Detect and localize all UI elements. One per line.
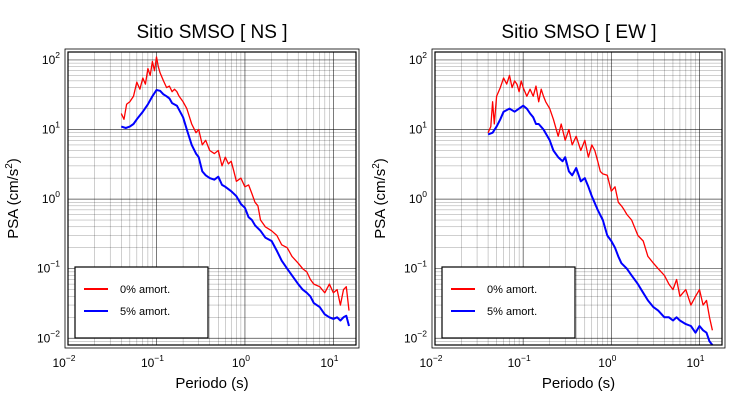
y-tick-base: 10 [409, 123, 423, 137]
y-tick-base: 10 [37, 262, 51, 276]
y-tick-label: 10−1 [404, 259, 427, 276]
y-label-sup: 2 [371, 163, 382, 169]
y-label-close: ) [5, 158, 22, 163]
y-tick-exp: −1 [50, 259, 60, 269]
y-tick-exp: −1 [417, 259, 427, 269]
y-tick-label: 101 [409, 120, 427, 137]
x-tick-exp: 0 [612, 353, 617, 363]
x-tick-label: 10−1 [508, 353, 531, 370]
y-tick-label: 101 [42, 120, 60, 137]
y-tick-exp: 2 [422, 50, 427, 60]
legend: 0% amort. 5% amort. [441, 266, 576, 339]
y-tick-exp: −2 [50, 328, 60, 338]
y-tick-base: 10 [42, 53, 56, 67]
x-tick-exp: −1 [154, 353, 164, 363]
y-label-sup: 2 [4, 163, 15, 169]
x-tick-label: 101 [686, 353, 704, 370]
series-line-red [487, 74, 714, 331]
y-tick-label: 100 [42, 189, 60, 206]
series-line-red [120, 56, 350, 311]
x-tick-label: 101 [320, 353, 338, 370]
y-tick-base: 10 [42, 192, 56, 206]
y-tick-label: 10−2 [404, 328, 427, 345]
y-tick-exp: 0 [422, 189, 427, 199]
x-tick-base: 10 [598, 356, 612, 370]
x-tick-base: 10 [52, 356, 66, 370]
x-axis-label: Periodo (s) [542, 375, 615, 392]
y-tick-exp: 1 [422, 120, 427, 130]
y-tick-label: 10−1 [37, 259, 60, 276]
x-tick-exp: −2 [433, 353, 443, 363]
x-tick-label: 100 [232, 353, 250, 370]
y-tick-exp: 0 [55, 189, 60, 199]
y-tick-exp: 2 [55, 50, 60, 60]
legend: 0% amort. 5% amort. [74, 266, 209, 339]
legend-box [441, 266, 576, 339]
chart-title: Sitio SMSO [ EW ] [501, 22, 656, 43]
series-line-blue [487, 104, 714, 346]
x-axis-label: Periodo (s) [175, 375, 248, 392]
x-tick-base: 10 [508, 356, 522, 370]
y-tick-label: 100 [409, 189, 427, 206]
x-tick-exp: −2 [66, 353, 76, 363]
y-tick-base: 10 [42, 123, 56, 137]
y-tick-label: 10−2 [37, 328, 60, 345]
legend-box [74, 266, 209, 339]
chart-ns: Sitio SMSO [ NS ]10−2 10−1 100 10110−210−11… [4, 22, 360, 392]
y-tick-label: 102 [409, 50, 427, 67]
x-tick-label: 100 [598, 353, 616, 370]
y-tick-exp: −2 [417, 328, 427, 338]
plot-frame [67, 51, 357, 346]
x-tick-base: 10 [419, 356, 433, 370]
y-tick-base: 10 [404, 331, 418, 345]
y-tick-base: 10 [404, 262, 418, 276]
y-label-main: PSA (cm/s [5, 169, 22, 239]
series-line-blue [121, 89, 350, 327]
plot-frame [434, 51, 723, 346]
x-tick-exp: 1 [334, 353, 339, 363]
y-label-close: ) [372, 158, 389, 163]
y-tick-base: 10 [409, 53, 423, 67]
chart-ew: Sitio SMSO [ EW ]10−2 10−1 100 10110−210−11… [371, 22, 726, 392]
plot-frame-outer [431, 48, 726, 349]
y-label-main: PSA (cm/s [372, 169, 389, 239]
y-tick-base: 10 [37, 331, 51, 345]
plot-frame-outer [64, 48, 360, 349]
y-tick-label: 102 [42, 50, 60, 67]
y-axis-label: PSA (cm/s2) [371, 158, 389, 239]
y-axis-label: PSA (cm/s2) [4, 158, 22, 239]
chart-title: Sitio SMSO [ NS ] [137, 22, 288, 43]
y-tick-base: 10 [409, 192, 423, 206]
x-tick-label: 10−2 [419, 353, 442, 370]
y-tick-exp: 1 [55, 120, 60, 130]
legend-label: 0% amort. [487, 284, 537, 296]
legend-label: 5% amort. [487, 306, 537, 318]
x-tick-exp: 0 [245, 353, 250, 363]
x-tick-base: 10 [686, 356, 700, 370]
x-tick-exp: −1 [521, 353, 531, 363]
legend-label: 5% amort. [120, 306, 170, 318]
x-tick-label: 10−2 [52, 353, 75, 370]
x-tick-exp: 1 [700, 353, 705, 363]
x-tick-base: 10 [232, 356, 246, 370]
x-tick-base: 10 [320, 356, 334, 370]
x-tick-base: 10 [141, 356, 155, 370]
x-tick-label: 10−1 [141, 353, 164, 370]
legend-label: 0% amort. [120, 284, 170, 296]
